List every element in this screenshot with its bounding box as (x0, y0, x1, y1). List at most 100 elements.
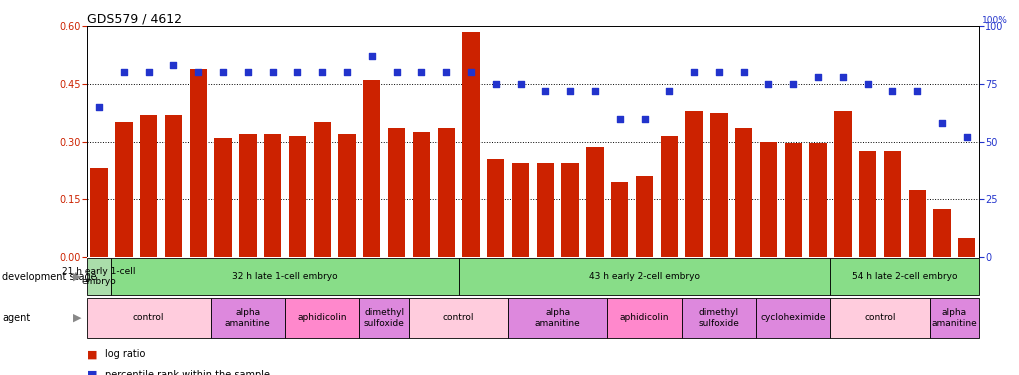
Point (561, 88, 578, 94)
Bar (928, 298, 978, 338)
Bar (264, 134, 281, 257)
Point (933, 120, 950, 126)
Point (264, 69, 280, 75)
Text: GDS579 / 4612: GDS579 / 4612 (87, 12, 181, 25)
Bar (759, 142, 776, 257)
Point (759, 81, 775, 87)
Bar (709, 113, 727, 257)
Text: alpha
amanitine: alpha amanitine (225, 308, 270, 327)
Text: 54 h late 2-cell embryo: 54 h late 2-cell embryo (851, 272, 957, 281)
Text: ▶: ▶ (73, 272, 82, 282)
Point (735, 69, 751, 75)
Bar (487, 159, 504, 257)
Point (685, 69, 701, 75)
Bar (635, 176, 652, 257)
Point (809, 74, 825, 80)
Text: aphidicolin: aphidicolin (298, 313, 346, 322)
Text: agent: agent (2, 313, 31, 323)
Bar (115, 122, 132, 257)
Bar (214, 138, 231, 257)
Text: 43 h early 2-cell embryo: 43 h early 2-cell embryo (588, 272, 699, 281)
Point (958, 134, 974, 140)
Bar (735, 128, 752, 257)
Text: log ratio: log ratio (105, 350, 146, 359)
Text: control: control (863, 313, 895, 322)
Bar (685, 111, 702, 257)
Text: cycloheximide: cycloheximide (760, 313, 825, 322)
Bar (512, 163, 529, 257)
Bar (610, 182, 628, 257)
Text: alpha
amanitine: alpha amanitine (534, 308, 580, 327)
Bar (165, 115, 182, 257)
Bar (560, 163, 578, 257)
Bar (409, 298, 507, 338)
Bar (87, 298, 211, 338)
Bar (784, 144, 801, 257)
Bar (313, 122, 330, 257)
Text: control: control (132, 313, 164, 322)
Point (215, 69, 231, 75)
Bar (829, 258, 978, 295)
Text: 100%: 100% (981, 16, 1007, 25)
Point (586, 88, 602, 94)
Text: aphidicolin: aphidicolin (620, 313, 668, 322)
Point (289, 69, 306, 75)
Bar (957, 238, 974, 257)
Bar (288, 136, 306, 257)
Bar (660, 136, 678, 257)
Text: 21 h early 1-cell
embryо: 21 h early 1-cell embryо (62, 267, 136, 286)
Bar (606, 298, 681, 338)
Point (512, 81, 528, 87)
Bar (858, 151, 875, 257)
Bar (459, 258, 829, 295)
Point (710, 69, 727, 75)
Bar (755, 298, 829, 338)
Point (785, 81, 801, 87)
Text: dimethyl
sulfoxide: dimethyl sulfoxide (364, 308, 405, 327)
Point (883, 88, 900, 94)
Text: ■: ■ (87, 350, 97, 359)
Bar (908, 190, 925, 257)
Point (660, 88, 677, 94)
Point (487, 81, 503, 87)
Text: ▶: ▶ (73, 313, 82, 323)
Bar (338, 134, 356, 257)
Bar (413, 132, 430, 257)
Bar (681, 298, 755, 338)
Point (537, 88, 553, 94)
Point (338, 69, 355, 75)
Bar (437, 128, 454, 257)
Point (388, 69, 405, 75)
Point (437, 69, 453, 75)
Bar (932, 209, 950, 257)
Bar (882, 151, 900, 257)
Bar (91, 168, 108, 257)
Bar (387, 128, 405, 257)
Point (115, 69, 131, 75)
Point (636, 116, 652, 122)
Point (91, 104, 107, 110)
Point (239, 69, 256, 75)
Bar (809, 144, 826, 257)
Point (908, 88, 924, 94)
Point (141, 69, 157, 75)
Bar (834, 111, 851, 257)
Point (190, 69, 206, 75)
Bar (284, 298, 359, 338)
Text: 32 h late 1-cell embryo: 32 h late 1-cell embryo (232, 272, 337, 281)
Point (859, 81, 875, 87)
Text: control: control (442, 313, 474, 322)
Bar (211, 298, 284, 338)
Bar (359, 298, 409, 338)
Bar (586, 147, 603, 257)
Bar (536, 163, 553, 257)
Bar (111, 258, 459, 295)
Bar (190, 69, 207, 257)
Bar (829, 298, 928, 338)
Point (165, 63, 181, 69)
Text: development stage: development stage (2, 272, 97, 282)
Text: dimethyl
sulfoxide: dimethyl sulfoxide (698, 308, 739, 327)
Point (834, 74, 850, 80)
Bar (238, 134, 256, 257)
Text: alpha
amanitine: alpha amanitine (930, 308, 976, 327)
